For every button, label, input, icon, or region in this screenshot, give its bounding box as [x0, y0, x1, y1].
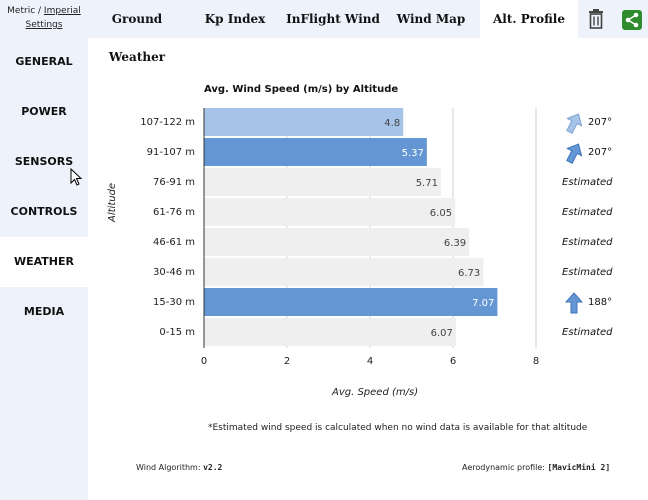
y-tick-label: 15-30 m	[153, 297, 195, 308]
bar-value-label: 7.07	[472, 298, 494, 309]
bar-value-label: 6.05	[430, 208, 452, 219]
bar-15-30m[interactable]	[204, 288, 498, 316]
wind-direction-2: Estimated	[548, 168, 638, 198]
y-tick-label: 61-76 m	[153, 207, 195, 218]
sidebar-item-weather[interactable]: WEATHER	[0, 237, 88, 287]
y-tick-label: 107-122 m	[140, 117, 195, 128]
bar-value-label: 6.07	[431, 328, 453, 339]
x-tick-label: 2	[284, 356, 290, 367]
bar-value-label: 6.73	[458, 268, 480, 279]
tab-wind-map[interactable]: Wind Map	[396, 12, 466, 26]
algorithm-version: v2.2	[203, 463, 223, 472]
tab-ground-weather[interactable]: Ground Weather	[108, 12, 166, 64]
sidebar-item-sensors[interactable]: SENSORS	[14, 155, 74, 168]
y-tick-label: 30-46 m	[153, 267, 195, 278]
tab-inflight-wind[interactable]: InFlight Wind	[286, 12, 380, 26]
bar-91-107m[interactable]	[204, 138, 427, 166]
y-tick-label: 76-91 m	[153, 177, 195, 188]
wind-direction-7: Estimated	[548, 318, 638, 348]
estimated-label: Estimated	[562, 327, 613, 338]
bar-76-91m[interactable]	[204, 168, 441, 196]
estimated-label: Estimated	[562, 177, 613, 188]
settings-link[interactable]: Settings	[25, 20, 63, 30]
bar-46-61m[interactable]	[204, 228, 470, 256]
wind-direction-6: 188°	[548, 288, 638, 318]
wind-direction-degrees: 207°	[588, 147, 613, 158]
aerodynamic-profile: Aerodynamic profile: [MavicMini 2]	[462, 463, 611, 472]
x-tick-label: 6	[450, 356, 456, 367]
tab-kp-index[interactable]: Kp Index	[204, 12, 266, 26]
wind-algorithm: Wind Algorithm: v2.2	[136, 463, 223, 472]
metric-label: Metric	[7, 6, 36, 16]
bar-107-122m[interactable]	[204, 108, 404, 136]
bar-value-label: 6.39	[444, 238, 466, 249]
estimated-note: *Estimated wind speed is calculated when…	[208, 423, 588, 433]
sidebar-item-media[interactable]: MEDIA	[23, 305, 65, 318]
bar-61-76m[interactable]	[204, 198, 456, 226]
x-axis-label: Avg. Speed (m/s)	[332, 387, 419, 398]
wind-direction-5: Estimated	[548, 258, 638, 288]
y-tick-label: 91-107 m	[146, 147, 195, 158]
share-icon[interactable]	[622, 9, 642, 31]
units-toggle: Metric / Imperial Settings	[7, 6, 81, 30]
wind-direction-3: Estimated	[548, 198, 638, 228]
bar-0-15m[interactable]	[204, 318, 456, 346]
wind-direction-degrees: 188°	[588, 297, 613, 308]
tab-alt-profile[interactable]: Alt. Profile	[480, 0, 578, 38]
estimated-label: Estimated	[562, 237, 613, 248]
estimated-label: Estimated	[562, 207, 613, 218]
profile-value: [MavicMini 2]	[547, 463, 611, 472]
wind-direction-1: 207°	[548, 138, 638, 168]
y-tick-label: 0-15 m	[159, 327, 195, 338]
wind-arrow-icon	[564, 292, 584, 314]
wind-arrow-icon	[566, 113, 583, 134]
wind-direction-0: 207°	[548, 108, 638, 138]
bar-value-label: 5.71	[416, 178, 438, 189]
chart-title: Avg. Wind Speed (m/s) by Altitude	[204, 84, 399, 95]
trash-icon[interactable]	[586, 8, 606, 30]
wind-direction-degrees: 207°	[588, 117, 613, 128]
imperial-link[interactable]: Imperial	[43, 6, 81, 16]
y-tick-label: 46-61 m	[153, 237, 195, 248]
x-tick-label: 0	[201, 356, 207, 367]
wind-arrow-icon	[566, 143, 583, 164]
sidebar-item-general[interactable]: GENERAL	[15, 55, 73, 68]
x-tick-label: 4	[367, 356, 373, 367]
bar-value-label: 4.8	[384, 118, 400, 129]
bar-value-label: 5.37	[402, 148, 424, 159]
x-tick-label: 8	[533, 356, 539, 367]
bar-30-46m[interactable]	[204, 258, 484, 286]
estimated-label: Estimated	[562, 267, 613, 278]
sidebar-item-controls[interactable]: CONTROLS	[10, 205, 78, 218]
sidebar-item-power[interactable]: POWER	[21, 105, 67, 118]
mouse-cursor-icon	[70, 168, 82, 186]
wind-direction-4: Estimated	[548, 228, 638, 258]
